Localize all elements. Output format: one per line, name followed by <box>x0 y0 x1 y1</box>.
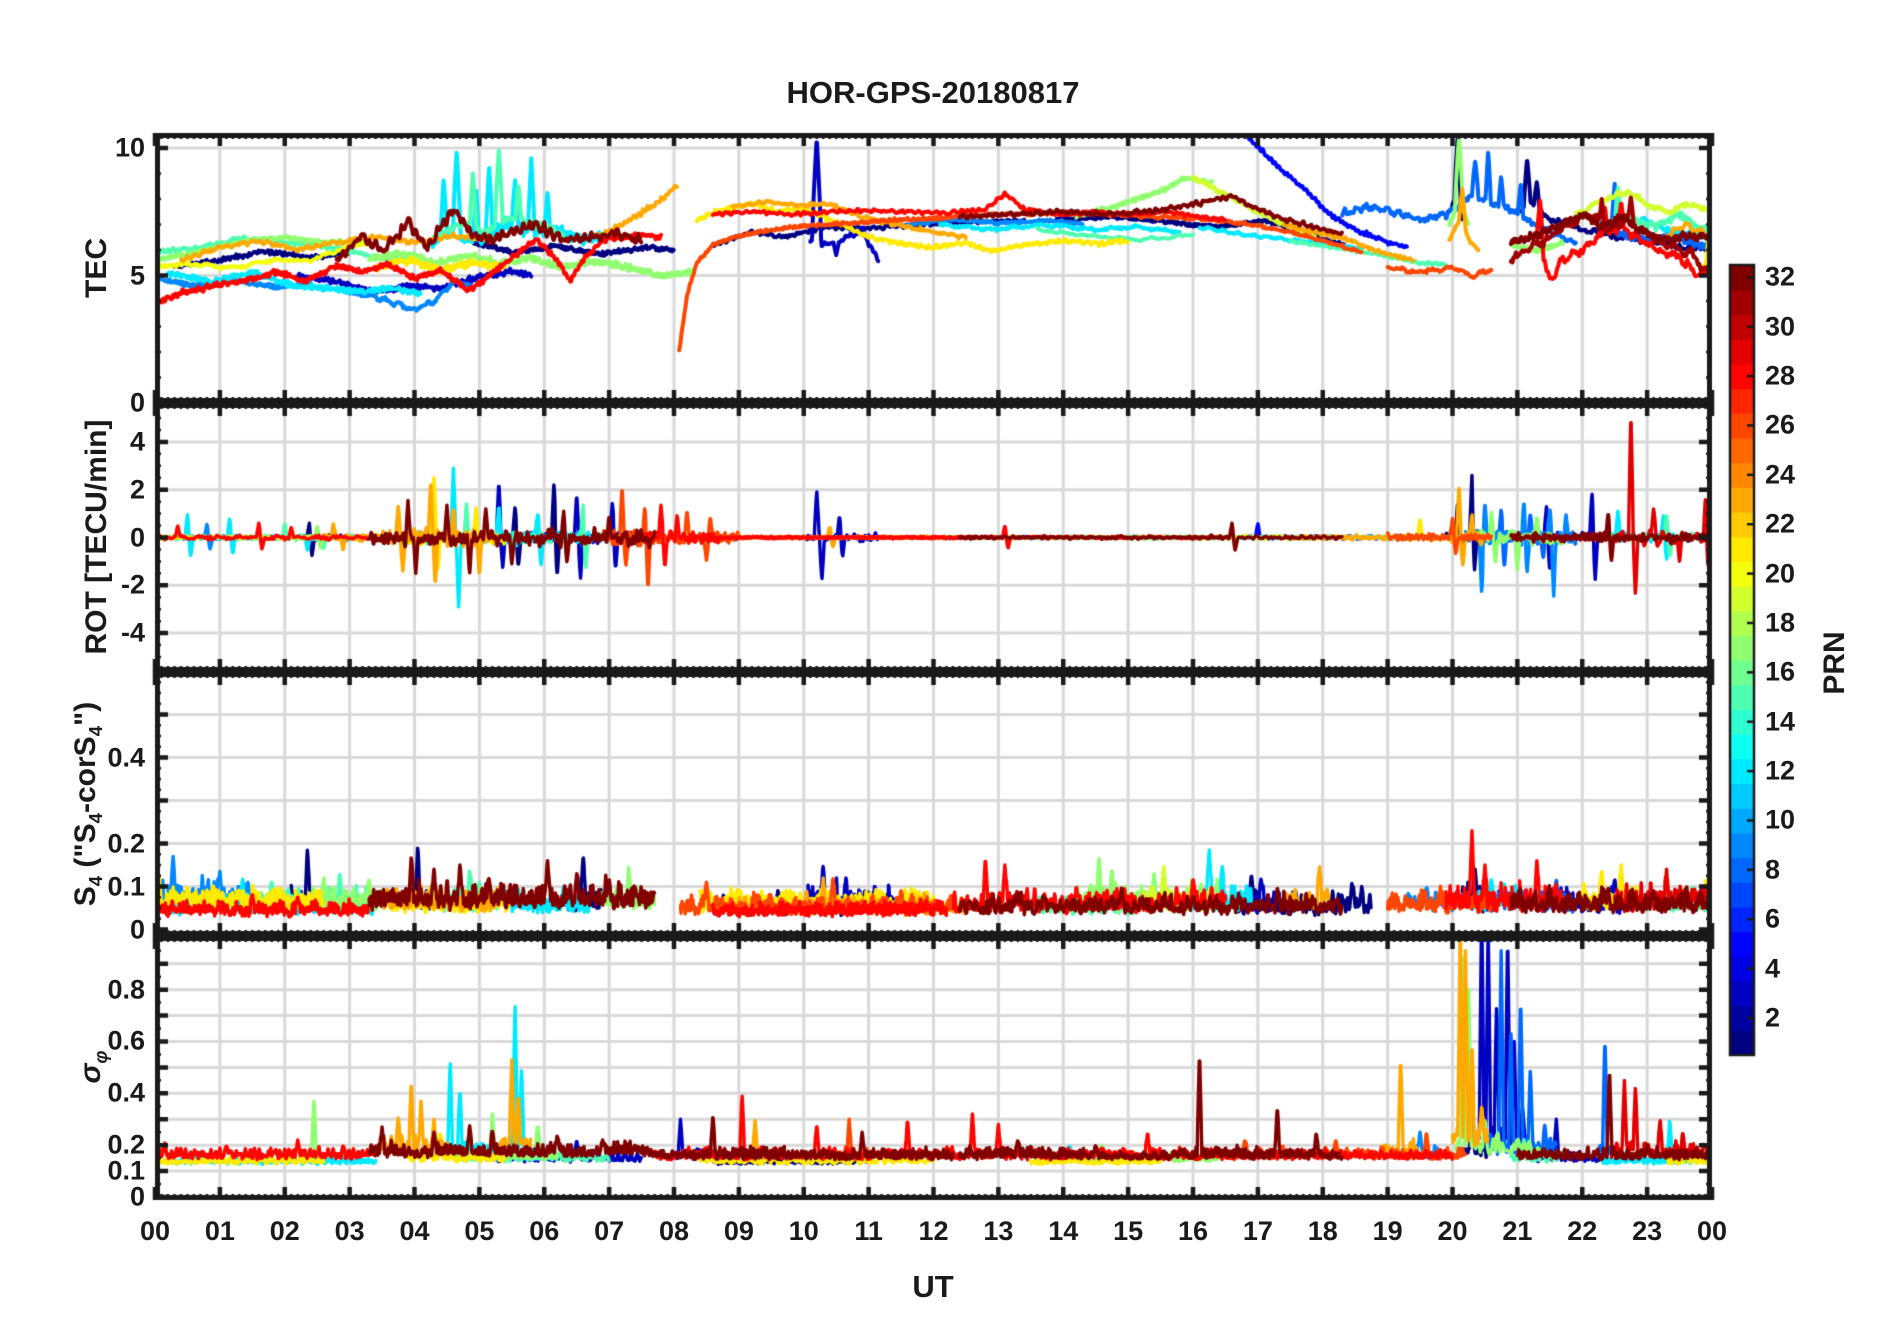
x-tick-label: 11 <box>854 1216 883 1246</box>
sigma-phi-axis-label: σφ <box>74 1050 112 1083</box>
x-tick-label: 03 <box>334 1216 365 1246</box>
colorbar-tick-label: 22 <box>1765 508 1796 539</box>
y-tick-label: 0 <box>129 387 145 418</box>
y-tick-label: -2 <box>120 569 145 600</box>
x-tick-label: 05 <box>464 1216 495 1246</box>
y-tick-label: 0.1 <box>107 1155 145 1186</box>
x-tick-label: 22 <box>1567 1216 1598 1246</box>
colorbar-tick-label: 28 <box>1765 360 1796 391</box>
x-tick-label: 04 <box>399 1216 430 1246</box>
y-tick-label: 0.4 <box>107 742 145 772</box>
s4-label-sub: 4 <box>85 725 106 737</box>
y-tick-label: 5 <box>129 260 145 290</box>
x-tick-label: 12 <box>918 1216 949 1246</box>
x-tick-label: 07 <box>594 1216 625 1246</box>
x-tick-label: 09 <box>723 1216 754 1246</box>
x-tick-label: 02 <box>269 1216 300 1246</box>
s4-label-text: S <box>69 886 102 907</box>
chart-title: HOR-GPS-20180817 <box>786 75 1080 110</box>
x-tick-label: 14 <box>1048 1216 1079 1246</box>
y-tick-label: 0.4 <box>107 1077 145 1108</box>
y-tick-label: 0 <box>129 914 145 944</box>
tec-axis-label: TEC <box>80 238 113 298</box>
y-tick-label: 0.6 <box>107 1025 145 1056</box>
colorbar-tick-label: 20 <box>1765 558 1796 589</box>
y-tick-label: 0.2 <box>107 828 145 858</box>
x-tick-label: 10 <box>788 1216 819 1246</box>
y-tick-label: 0.2 <box>107 1129 145 1160</box>
s4-label-text: ") <box>69 701 102 726</box>
s4-label-text: -corS <box>69 736 102 813</box>
x-tick-label: 15 <box>1113 1216 1144 1246</box>
x-tick-label: 17 <box>1242 1216 1273 1246</box>
colorbar-label: PRN <box>1818 631 1851 695</box>
y-tick-label: 4 <box>129 426 145 457</box>
colorbar-tick-label: 14 <box>1765 706 1796 737</box>
x-tick-label: 21 <box>1502 1216 1533 1246</box>
colorbar-tick-label: 18 <box>1765 607 1796 638</box>
y-tick-label: 0.1 <box>107 871 145 901</box>
x-tick-label: 08 <box>658 1216 690 1246</box>
colorbar-tick-label: 8 <box>1765 854 1781 885</box>
colorbar-tick-label: 26 <box>1765 409 1796 440</box>
x-tick-label: 18 <box>1307 1216 1338 1246</box>
x-tick-label: 06 <box>529 1216 560 1246</box>
colorbar-tick-label: 30 <box>1765 311 1796 342</box>
colorbar-tick-label: 2 <box>1765 1002 1781 1033</box>
s4-axis-label: S4 ("S4-corS4") <box>69 702 107 907</box>
y-tick-label: -4 <box>120 617 145 648</box>
x-tick-label: 20 <box>1437 1216 1468 1246</box>
x-tick-label: 00 <box>139 1216 171 1246</box>
x-axis-label: UT <box>912 1269 954 1304</box>
colorbar-tick-label: 32 <box>1765 261 1796 292</box>
x-tick-label: 01 <box>204 1216 235 1246</box>
x-tick-label: 19 <box>1372 1216 1403 1246</box>
x-tick-label: 13 <box>983 1216 1014 1246</box>
x-tick-label: 00 <box>1696 1216 1728 1246</box>
colorbar-tick-label: 16 <box>1765 656 1796 687</box>
s4-label-text: ("S <box>69 823 102 876</box>
y-tick-label: 0.8 <box>107 974 145 1005</box>
colorbar-tick-label: 10 <box>1765 804 1796 835</box>
colorbar-tick-label: 12 <box>1765 755 1796 786</box>
y-tick-label: 2 <box>129 474 145 505</box>
sigma-label-text: σ <box>74 1063 107 1084</box>
colorbar-tick-label: 4 <box>1765 953 1781 984</box>
x-tick-label: 23 <box>1632 1216 1663 1246</box>
y-tick-label: 0 <box>129 1181 145 1212</box>
y-tick-label: 10 <box>114 132 145 163</box>
colorbar-tick-label: 6 <box>1765 903 1781 934</box>
y-tick-label: 0 <box>129 522 145 552</box>
rot-axis-label: ROT [TECU/min] <box>80 419 113 655</box>
colorbar-tick-label: 24 <box>1765 459 1796 490</box>
s4-label-sub: 4 <box>85 812 106 824</box>
x-tick-label: 16 <box>1177 1216 1209 1246</box>
s4-label-sub: 4 <box>85 875 106 887</box>
